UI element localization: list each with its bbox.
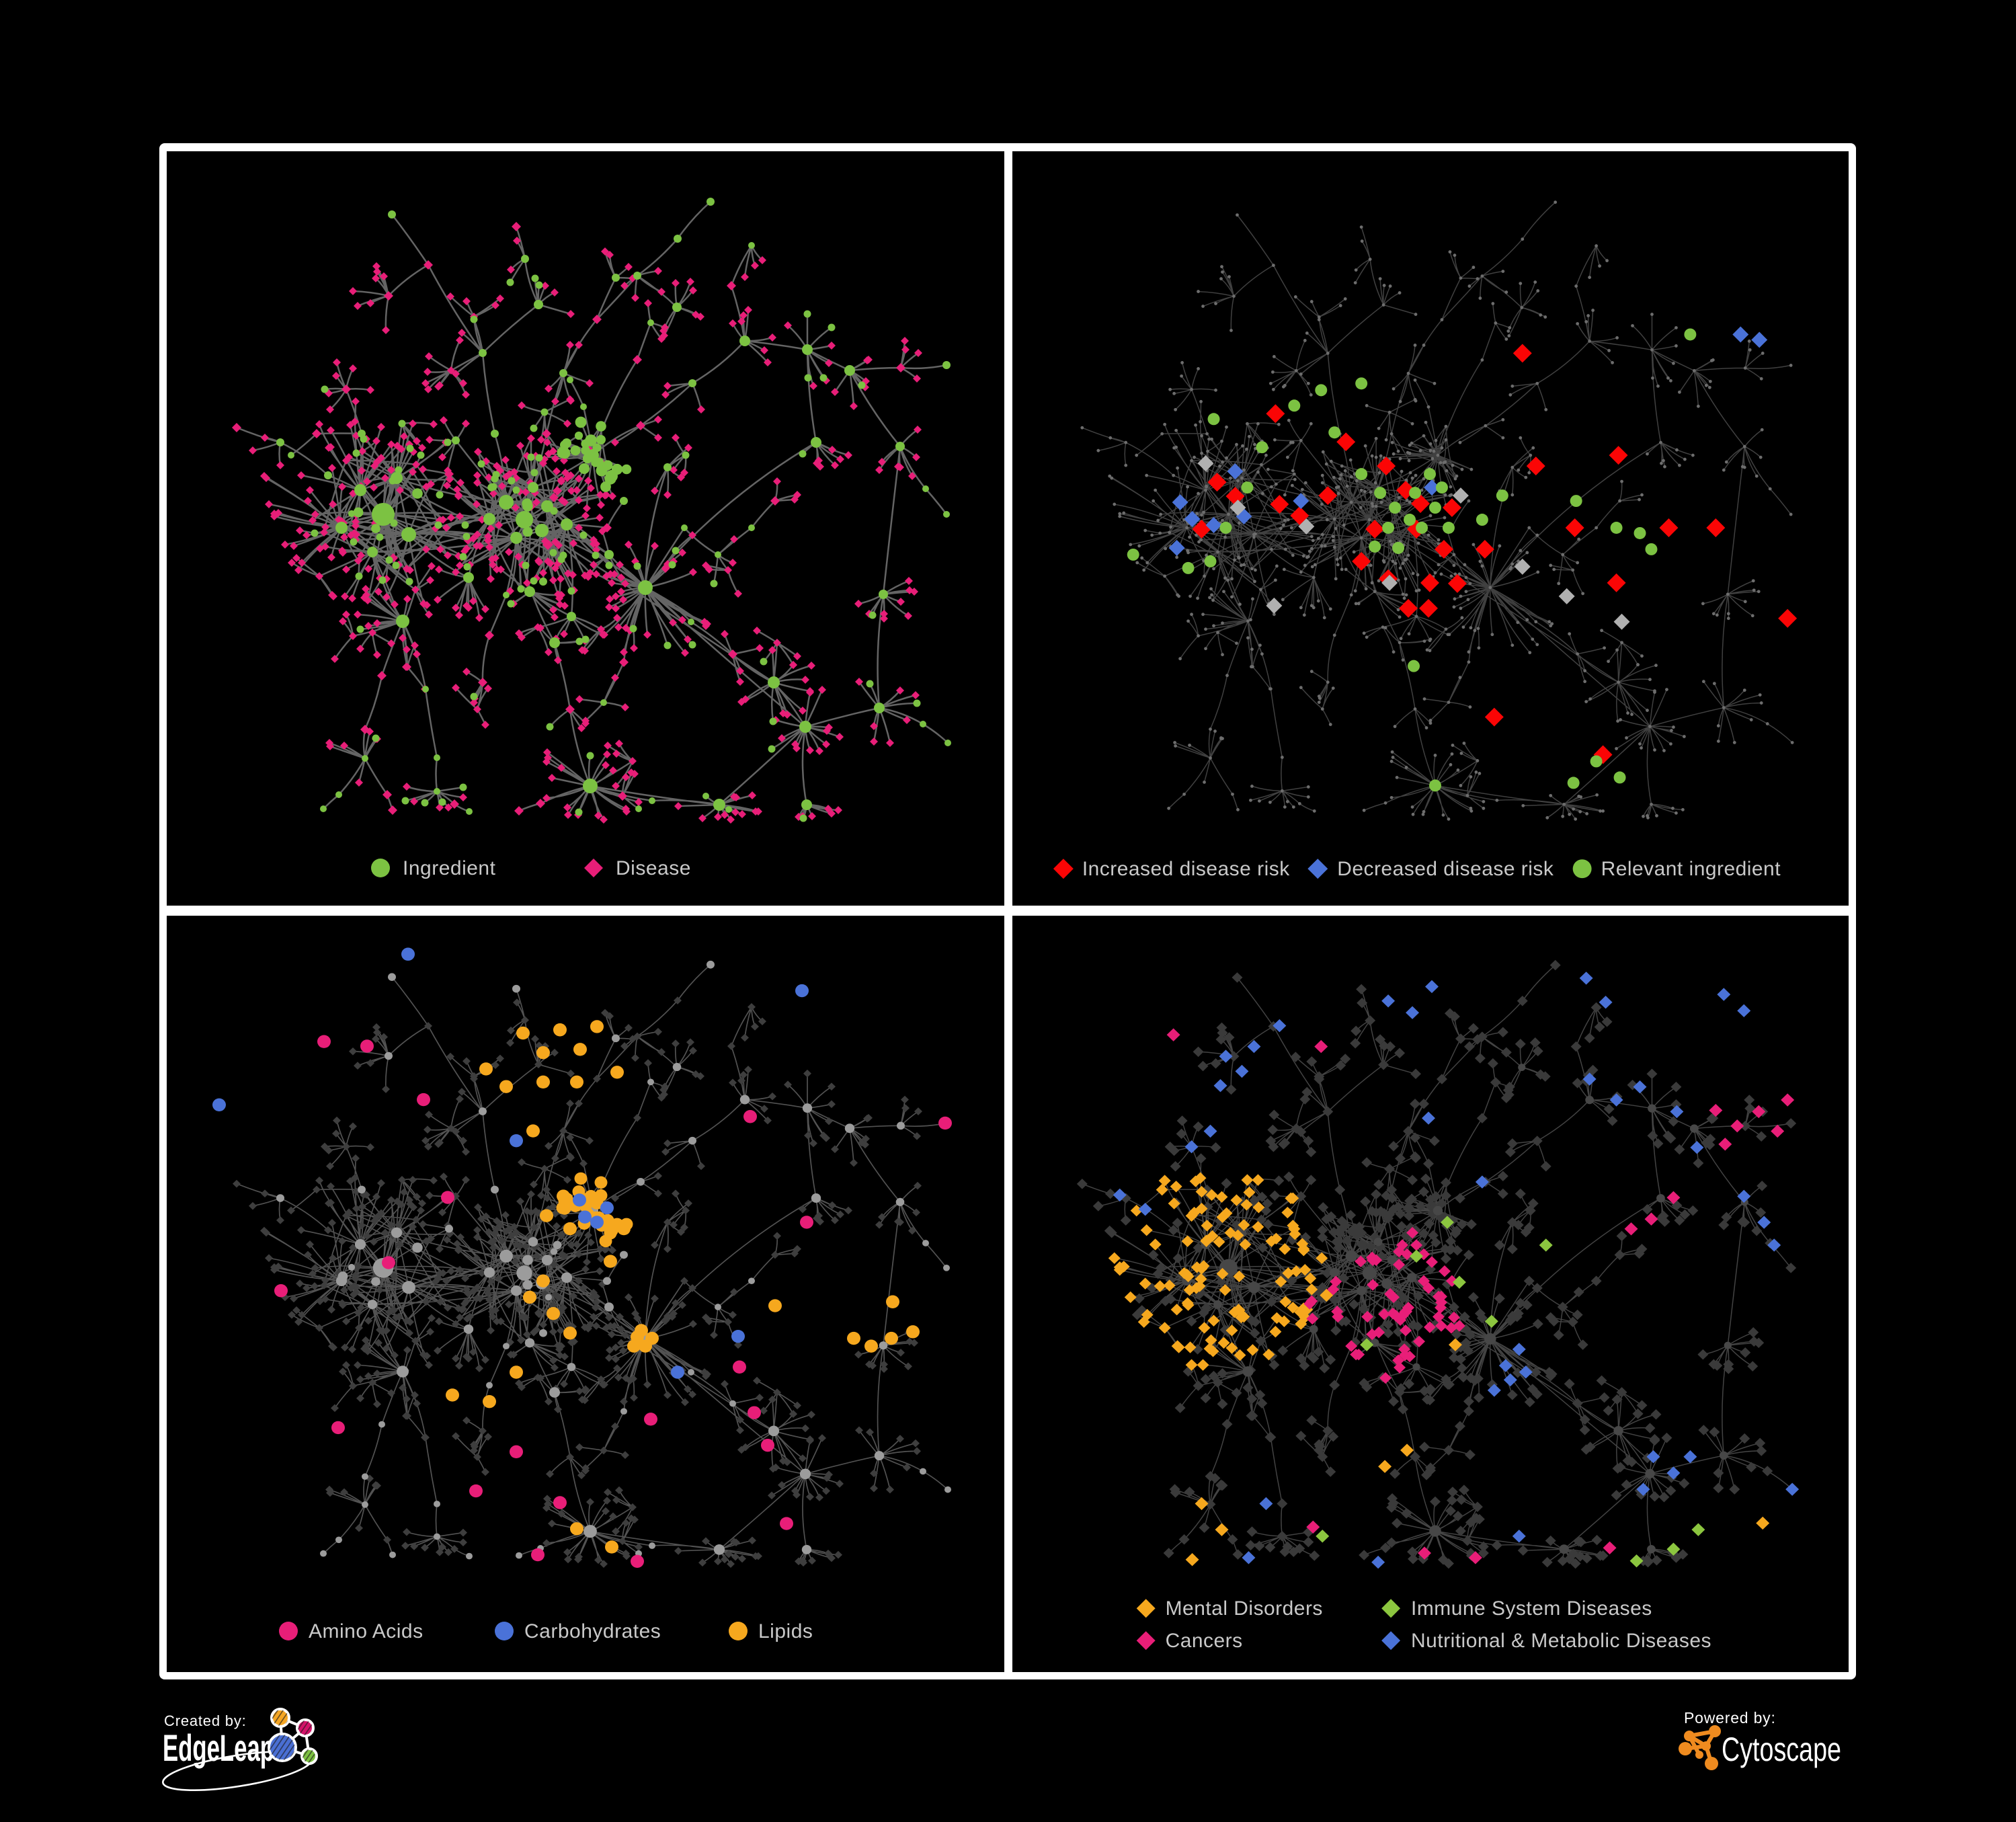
svg-text:Cancers: Cancers	[1166, 1630, 1243, 1652]
svg-text:Relevant ingredient: Relevant ingredient	[1601, 858, 1781, 880]
svg-text:Mental Disorders: Mental Disorders	[1166, 1597, 1323, 1620]
svg-text:Disease: Disease	[616, 857, 691, 879]
svg-text:EdgeLeap: EdgeLeap	[163, 1727, 274, 1769]
svg-text:Created by:: Created by:	[164, 1712, 247, 1729]
svg-text:Immune System Diseases: Immune System Diseases	[1411, 1597, 1652, 1620]
svg-text:Powered by:: Powered by:	[1684, 1709, 1776, 1727]
svg-text:Lipids: Lipids	[758, 1620, 813, 1642]
svg-text:Carbohydrates: Carbohydrates	[524, 1620, 661, 1642]
svg-text:Decreased disease risk: Decreased disease risk	[1337, 858, 1554, 880]
svg-text:Nutritional & Metabolic Diseas: Nutritional & Metabolic Diseases	[1411, 1630, 1711, 1652]
svg-text:Ingredient: Ingredient	[403, 857, 496, 879]
svg-text:Amino Acids: Amino Acids	[309, 1620, 424, 1642]
svg-text:Cytoscape: Cytoscape	[1722, 1731, 1841, 1768]
svg-text:Increased disease risk: Increased disease risk	[1082, 858, 1290, 880]
